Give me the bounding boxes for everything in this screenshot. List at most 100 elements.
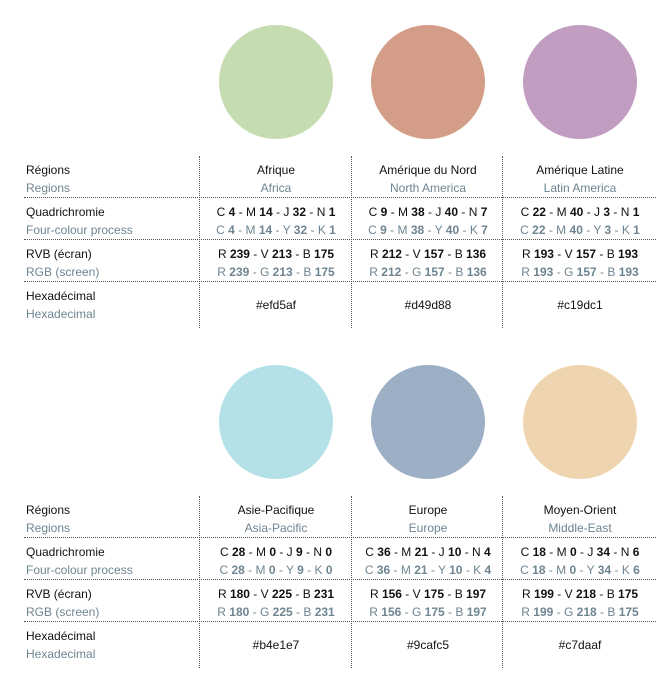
cell-rgb: R 156 - V 175 - B 197 R 156 - G 175 - B 1… <box>353 587 503 619</box>
color-swatch <box>371 25 485 139</box>
table-row-rgb: RVB (écran) RGB (screen) R 180 - V 225 - B… <box>0 580 672 622</box>
region-name-english: Asia-Pacific <box>244 521 308 535</box>
table-row-regions: Régions Regions Asie-Pacifique Asia-Pacific… <box>0 496 672 538</box>
row-label-english: Regions <box>26 521 71 535</box>
cell-process: C 22 - M 40 - J 3 - N 1 C 22 - M 40 - Y 3… <box>505 205 655 237</box>
cell-rgb: R 180 - V 225 - B 231 R 180 - G 225 - B 2… <box>201 587 351 619</box>
hex-value: #9cafc5 <box>406 638 450 652</box>
rgb-english: R 193 - G 157 - B 193 <box>521 265 639 279</box>
region-name-french: Asie-Pacifique <box>237 503 315 517</box>
row-label-english: Regions <box>26 181 71 195</box>
region-name-french: Amérique Latine <box>536 163 624 177</box>
cell-regions: Amérique Latine Latin America <box>505 163 655 195</box>
color-swatch <box>371 365 485 479</box>
region-name-english: Africa <box>260 181 292 195</box>
row-label-english: Four-colour process <box>26 223 133 237</box>
rgb-french: R 239 - V 213 - B 175 <box>217 247 335 261</box>
hex-value: #b4e1e7 <box>252 638 300 652</box>
cmyk-english: C 36 - M 21 - Y 10 - K 4 <box>364 563 492 577</box>
cmyk-english: C 4 - M 14 - Y 32 - K 1 <box>216 223 336 237</box>
row-label-french: RVB (écran) <box>26 587 92 601</box>
table-row-process: Quadrichromie Four-colour process C 28 - M… <box>0 538 672 580</box>
region-name-english: Middle-East <box>548 521 612 535</box>
row-label-french: Quadrichromie <box>26 545 105 559</box>
color-swatch <box>219 365 333 479</box>
row-label-hex: Hexadécimal Hexadecimal <box>26 629 95 661</box>
hex-value: #d49d88 <box>404 298 452 312</box>
row-label-english: Hexadecimal <box>26 307 96 321</box>
cell-hex: #d49d88 <box>353 289 503 312</box>
column-divider <box>351 496 352 668</box>
rgb-english: R 212 - G 157 - B 136 <box>369 265 487 279</box>
region-name-english: Europe <box>408 521 448 535</box>
row-label-english: RGB (screen) <box>26 265 100 279</box>
row-label-rgb: RVB (écran) RGB (screen) <box>26 587 99 619</box>
rgb-english: R 239 - G 213 - B 175 <box>217 265 335 279</box>
cell-rgb: R 193 - V 157 - B 193 R 193 - G 157 - B 1… <box>505 247 655 279</box>
row-label-process: Quadrichromie Four-colour process <box>26 545 133 577</box>
cmyk-english: C 18 - M 0 - Y 34 - K 6 <box>520 563 640 577</box>
cell-regions: Afrique Africa <box>201 163 351 195</box>
column-divider <box>351 156 352 328</box>
rgb-english: R 199 - G 218 - B 175 <box>521 605 639 619</box>
column-divider <box>199 156 200 328</box>
rgb-french: R 180 - V 225 - B 231 <box>217 587 335 601</box>
cell-process: C 28 - M 0 - J 9 - N 0 C 28 - M 0 - Y 9 -… <box>201 545 351 577</box>
cmyk-french: C 36 - M 21 - J 10 - N 4 <box>365 545 491 559</box>
rgb-english: R 180 - G 225 - B 231 <box>217 605 335 619</box>
cmyk-french: C 4 - M 14 - J 32 - N 1 <box>216 205 336 219</box>
row-label-regions: Régions Regions <box>26 163 70 195</box>
row-label-english: Four-colour process <box>26 563 133 577</box>
cell-rgb: R 212 - V 157 - B 136 R 212 - G 157 - B 1… <box>353 247 503 279</box>
color-swatch <box>523 365 637 479</box>
column-divider <box>199 496 200 668</box>
row-label-english: RGB (screen) <box>26 605 100 619</box>
cmyk-french: C 18 - M 0 - J 34 - N 6 <box>520 545 640 559</box>
cell-regions: Asie-Pacifique Asia-Pacific <box>201 503 351 535</box>
region-name-french: Europe <box>408 503 448 517</box>
cell-rgb: R 239 - V 213 - B 175 R 239 - G 213 - B 1… <box>201 247 351 279</box>
row-label-english: Hexadecimal <box>26 647 96 661</box>
region-name-english: Latin America <box>543 181 617 195</box>
cell-hex: #efd5af <box>201 289 351 312</box>
hex-value: #c7daaf <box>558 638 602 652</box>
table-row-rgb: RVB (écran) RGB (screen) R 239 - V 213 - B… <box>0 240 672 282</box>
table-row-hex: Hexadécimal Hexadecimal #efd5af #d49d88 #c19… <box>0 282 672 328</box>
row-label-process: Quadrichromie Four-colour process <box>26 205 133 237</box>
color-spec-table: Régions Regions Asie-Pacifique Asia-Pacific… <box>0 496 672 668</box>
column-divider <box>502 156 503 328</box>
row-label-french: Régions <box>26 503 71 517</box>
cell-process: C 36 - M 21 - J 10 - N 4 C 36 - M 21 - Y … <box>353 545 503 577</box>
rgb-french: R 212 - V 157 - B 136 <box>369 247 487 261</box>
color-spec-table: Régions Regions Afrique Africa Amérique du N… <box>0 156 672 328</box>
cell-regions: Moyen-Orient Middle-East <box>505 503 655 535</box>
cell-process: C 9 - M 38 - J 40 - N 7 C 9 - M 38 - Y 40… <box>353 205 503 237</box>
cell-process: C 4 - M 14 - J 32 - N 1 C 4 - M 14 - Y 32… <box>201 205 351 237</box>
row-label-french: RVB (écran) <box>26 247 92 261</box>
rgb-french: R 156 - V 175 - B 197 <box>369 587 487 601</box>
table-row-hex: Hexadécimal Hexadecimal #b4e1e7 #9cafc5 #c7d… <box>0 622 672 668</box>
rgb-english: R 156 - G 175 - B 197 <box>369 605 487 619</box>
row-label-rgb: RVB (écran) RGB (screen) <box>26 247 99 279</box>
region-name-french: Afrique <box>256 163 296 177</box>
hex-value: #efd5af <box>255 298 297 312</box>
region-name-french: Moyen-Orient <box>543 503 617 517</box>
rgb-french: R 193 - V 157 - B 193 <box>521 247 639 261</box>
cmyk-french: C 9 - M 38 - J 40 - N 7 <box>368 205 488 219</box>
cmyk-english: C 9 - M 38 - Y 40 - K 7 <box>368 223 488 237</box>
color-swatch <box>219 25 333 139</box>
cell-regions: Amérique du Nord North America <box>353 163 503 195</box>
table-row-regions: Régions Regions Afrique Africa Amérique du N… <box>0 156 672 198</box>
row-label-french: Hexadécimal <box>26 629 96 643</box>
row-label-french: Régions <box>26 163 71 177</box>
region-name-french: Amérique du Nord <box>379 163 477 177</box>
cell-hex: #b4e1e7 <box>201 629 351 652</box>
cmyk-english: C 22 - M 40 - Y 3 - K 1 <box>520 223 640 237</box>
color-swatch <box>523 25 637 139</box>
cell-hex: #c7daaf <box>505 629 655 652</box>
cell-rgb: R 199 - V 218 - B 175 R 199 - G 218 - B 1… <box>505 587 655 619</box>
rgb-french: R 199 - V 218 - B 175 <box>521 587 639 601</box>
cell-hex: #9cafc5 <box>353 629 503 652</box>
row-label-hex: Hexadécimal Hexadecimal <box>26 289 95 321</box>
cmyk-french: C 28 - M 0 - J 9 - N 0 <box>219 545 333 559</box>
